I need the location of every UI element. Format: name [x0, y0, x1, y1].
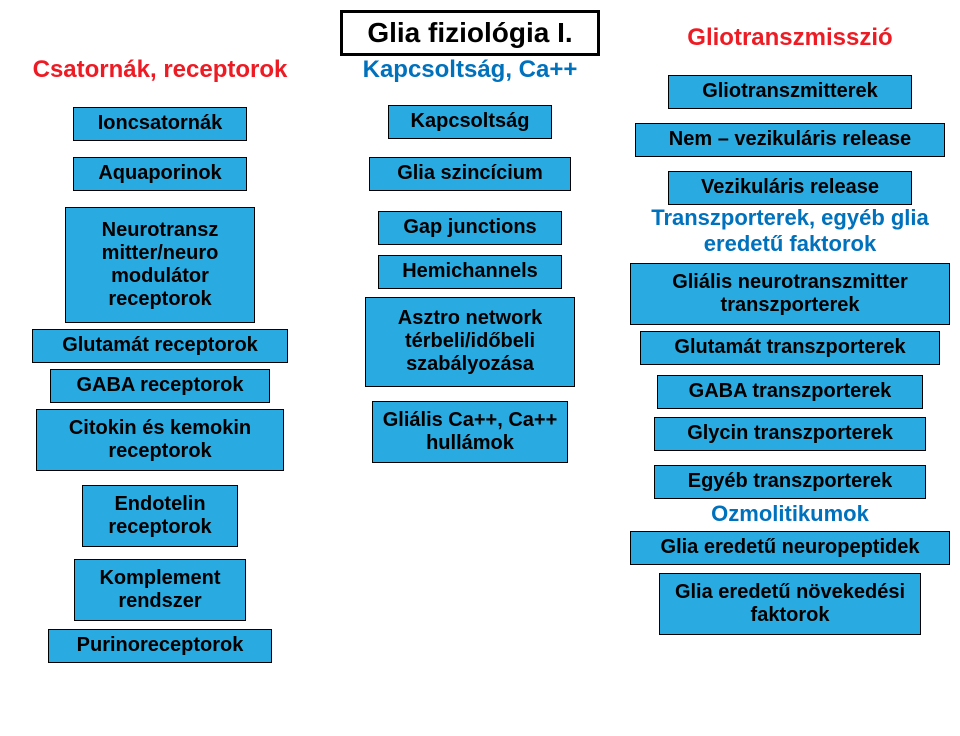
concept-box: Purinoreceptorok [48, 629, 272, 663]
concept-box: Gap junctions [378, 211, 562, 245]
concept-box: Endotelin receptorok [82, 485, 238, 547]
concept-box: Aquaporinok [73, 157, 247, 191]
col3-heading: Gliotranszmisszió [687, 24, 892, 53]
concept-box: Kapcsoltság [388, 105, 552, 139]
concept-box: Nem – vezikuláris release [635, 123, 945, 157]
concept-box: Vezikuláris release [668, 171, 912, 205]
col2-items: Kapcsoltság Glia szincícium Gap junctions H… [365, 85, 575, 463]
concept-box: Glycin transzporterek [654, 417, 926, 451]
concept-box: Glia eredetű neuropeptidek [630, 531, 950, 565]
concept-box: GABA receptorok [50, 369, 270, 403]
concept-box: GABA transzporterek [657, 375, 923, 409]
concept-box: Glutamát transzporterek [640, 331, 940, 365]
concept-box: Ioncsatornák [73, 107, 247, 141]
column-connectivity: Glia fiziológia I. Kapcsoltság, Ca++ Kap… [320, 10, 620, 736]
col3-sec1: Gliotranszmitterek Nem – vezikuláris rele… [635, 53, 945, 205]
column-gliotransmission: Gliotranszmisszió Gliotranszmitterek Nem … [630, 10, 950, 736]
concept-box: Neurotransz mitter/neuro modulátor recep… [65, 207, 255, 323]
col3-sub-heading: Transzporterek, egyéb glia eredetű fakto… [630, 205, 950, 257]
concept-box: Egyéb transzporterek [654, 465, 926, 499]
concept-box: Asztro network térbeli/időbeli szabályoz… [365, 297, 575, 387]
concept-box: Hemichannels [378, 255, 562, 289]
concept-box: Citokin és kemokin receptorok [36, 409, 284, 471]
col2-heading: Kapcsoltság, Ca++ [363, 56, 578, 85]
concept-box: Gliális neurotranszmitter transzporterek [630, 263, 950, 325]
diagram-root: Csatornák, receptorok Ioncsatornák Aquapo… [0, 0, 960, 736]
column-channels-receptors: Csatornák, receptorok Ioncsatornák Aquapo… [10, 10, 310, 736]
col3-tail-boxes: Glia eredetű neuropeptidek Glia eredetű n… [630, 527, 950, 635]
section-heading: Ozmolitikumok [711, 501, 869, 527]
col3-sec2: Gliális neurotranszmitter transzporterek… [630, 257, 950, 499]
concept-box: Komplement rendszer [74, 559, 246, 621]
concept-box: Gliális Ca++, Ca++ hullámok [372, 401, 568, 463]
col1-items: Ioncsatornák Aquaporinok Neurotransz mitte… [32, 85, 288, 663]
col3-tail-headings: Ozmolitikumok [711, 499, 869, 527]
concept-box: Glia eredetű növekedési faktorok [659, 573, 921, 635]
title-box: Glia fiziológia I. [340, 10, 600, 56]
col1-heading: Csatornák, receptorok [33, 56, 288, 85]
concept-box: Glia szincícium [369, 157, 571, 191]
concept-box: Gliotranszmitterek [668, 75, 912, 109]
concept-box: Glutamát receptorok [32, 329, 288, 363]
